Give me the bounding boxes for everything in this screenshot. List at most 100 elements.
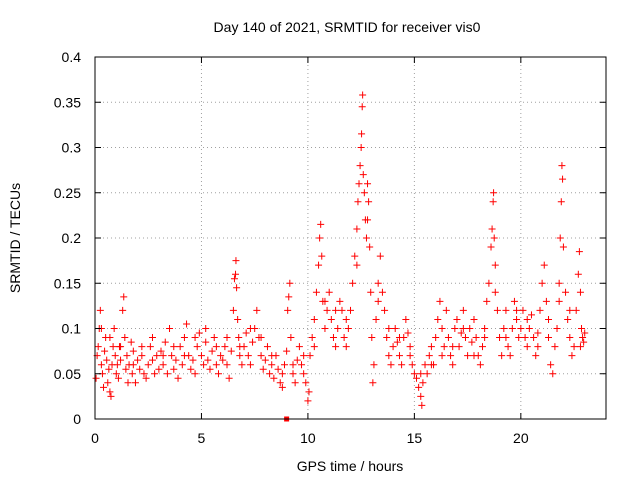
data-point bbox=[487, 243, 495, 251]
data-point bbox=[504, 343, 512, 351]
y-tick-label: 0 bbox=[73, 411, 81, 427]
data-point bbox=[127, 338, 135, 346]
data-point bbox=[195, 329, 203, 337]
data-point bbox=[229, 306, 237, 314]
data-point bbox=[321, 325, 329, 332]
data-point bbox=[517, 325, 525, 332]
data-point bbox=[244, 352, 252, 360]
data-point bbox=[523, 343, 531, 351]
data-point bbox=[438, 325, 446, 332]
data-point bbox=[101, 347, 109, 355]
data-point bbox=[284, 306, 292, 314]
data-point bbox=[425, 352, 433, 360]
data-point bbox=[354, 198, 362, 206]
data-point bbox=[120, 293, 128, 301]
data-point bbox=[564, 315, 572, 323]
data-point bbox=[268, 352, 276, 360]
data-point bbox=[530, 334, 538, 342]
data-point bbox=[270, 374, 278, 382]
data-point bbox=[559, 175, 567, 183]
data-point bbox=[144, 361, 152, 369]
data-point bbox=[570, 343, 578, 351]
y-tick-label: 0.15 bbox=[54, 275, 81, 291]
data-point bbox=[110, 325, 118, 332]
data-point bbox=[200, 361, 208, 369]
data-point bbox=[202, 338, 210, 346]
data-point bbox=[140, 370, 148, 378]
data-point bbox=[449, 361, 457, 369]
data-point bbox=[134, 356, 142, 364]
data-point bbox=[357, 144, 365, 151]
data-point bbox=[187, 365, 195, 373]
data-point bbox=[457, 329, 465, 337]
data-point bbox=[128, 370, 136, 378]
data-point bbox=[519, 306, 527, 314]
data-point bbox=[315, 261, 323, 269]
data-point bbox=[521, 334, 529, 342]
y-tick-label: 0.05 bbox=[54, 366, 81, 382]
data-point bbox=[432, 334, 440, 342]
data-point bbox=[545, 315, 553, 323]
x-tick-labels: 0 5 10 15 20 bbox=[91, 430, 529, 446]
data-point bbox=[289, 370, 297, 378]
data-point bbox=[293, 356, 301, 364]
data-point bbox=[498, 352, 506, 360]
data-point bbox=[490, 189, 498, 197]
data-point bbox=[106, 388, 114, 396]
data-point bbox=[291, 379, 299, 387]
chart-title: Day 140 of 2021, SRMTID for receiver vis… bbox=[214, 19, 481, 35]
data-point bbox=[566, 306, 574, 314]
data-point bbox=[261, 356, 269, 364]
data-point bbox=[580, 338, 588, 346]
data-point bbox=[351, 252, 359, 260]
data-point bbox=[374, 297, 382, 305]
data-point bbox=[289, 361, 297, 369]
data-point bbox=[419, 379, 427, 387]
data-point bbox=[385, 352, 393, 360]
grid bbox=[95, 57, 606, 419]
data-point bbox=[408, 361, 416, 369]
x-tick-label: 15 bbox=[407, 430, 423, 446]
data-point bbox=[163, 370, 171, 378]
data-point bbox=[527, 311, 535, 319]
data-point bbox=[559, 243, 567, 251]
data-point bbox=[479, 343, 487, 351]
y-tick-labels: 0 0.05 0.1 0.15 0.2 0.25 0.3 0.35 0.4 bbox=[54, 49, 81, 427]
data-point bbox=[575, 248, 583, 256]
data-point bbox=[481, 334, 489, 342]
data-point bbox=[257, 334, 265, 342]
data-point bbox=[117, 356, 125, 364]
data-point bbox=[109, 343, 117, 351]
data-point bbox=[440, 343, 448, 351]
data-point bbox=[300, 352, 308, 360]
x-tick-label: 20 bbox=[513, 430, 529, 446]
data-point bbox=[417, 370, 425, 378]
data-point bbox=[459, 306, 467, 314]
data-point bbox=[263, 343, 271, 351]
data-point bbox=[122, 365, 130, 373]
data-point bbox=[545, 334, 553, 342]
data-point bbox=[225, 374, 233, 382]
data-point bbox=[159, 352, 167, 360]
data-point bbox=[257, 352, 265, 360]
data-point bbox=[372, 315, 380, 323]
data-point bbox=[107, 392, 115, 400]
data-point bbox=[340, 334, 348, 342]
data-point bbox=[266, 370, 274, 378]
data-point bbox=[551, 343, 559, 351]
data-point bbox=[105, 365, 113, 373]
data-point bbox=[568, 352, 576, 360]
data-point bbox=[238, 361, 246, 369]
data-point bbox=[493, 306, 501, 314]
data-point bbox=[174, 374, 182, 382]
data-point bbox=[481, 325, 489, 332]
data-point bbox=[421, 361, 429, 369]
axis-ticks bbox=[94, 56, 606, 420]
data-point bbox=[191, 370, 199, 378]
data-point bbox=[332, 343, 340, 351]
data-point bbox=[217, 352, 225, 360]
y-axis-label: SRMTID / TECUs bbox=[7, 183, 23, 293]
data-point bbox=[123, 352, 131, 360]
data-point bbox=[148, 334, 156, 342]
data-point bbox=[555, 279, 563, 287]
